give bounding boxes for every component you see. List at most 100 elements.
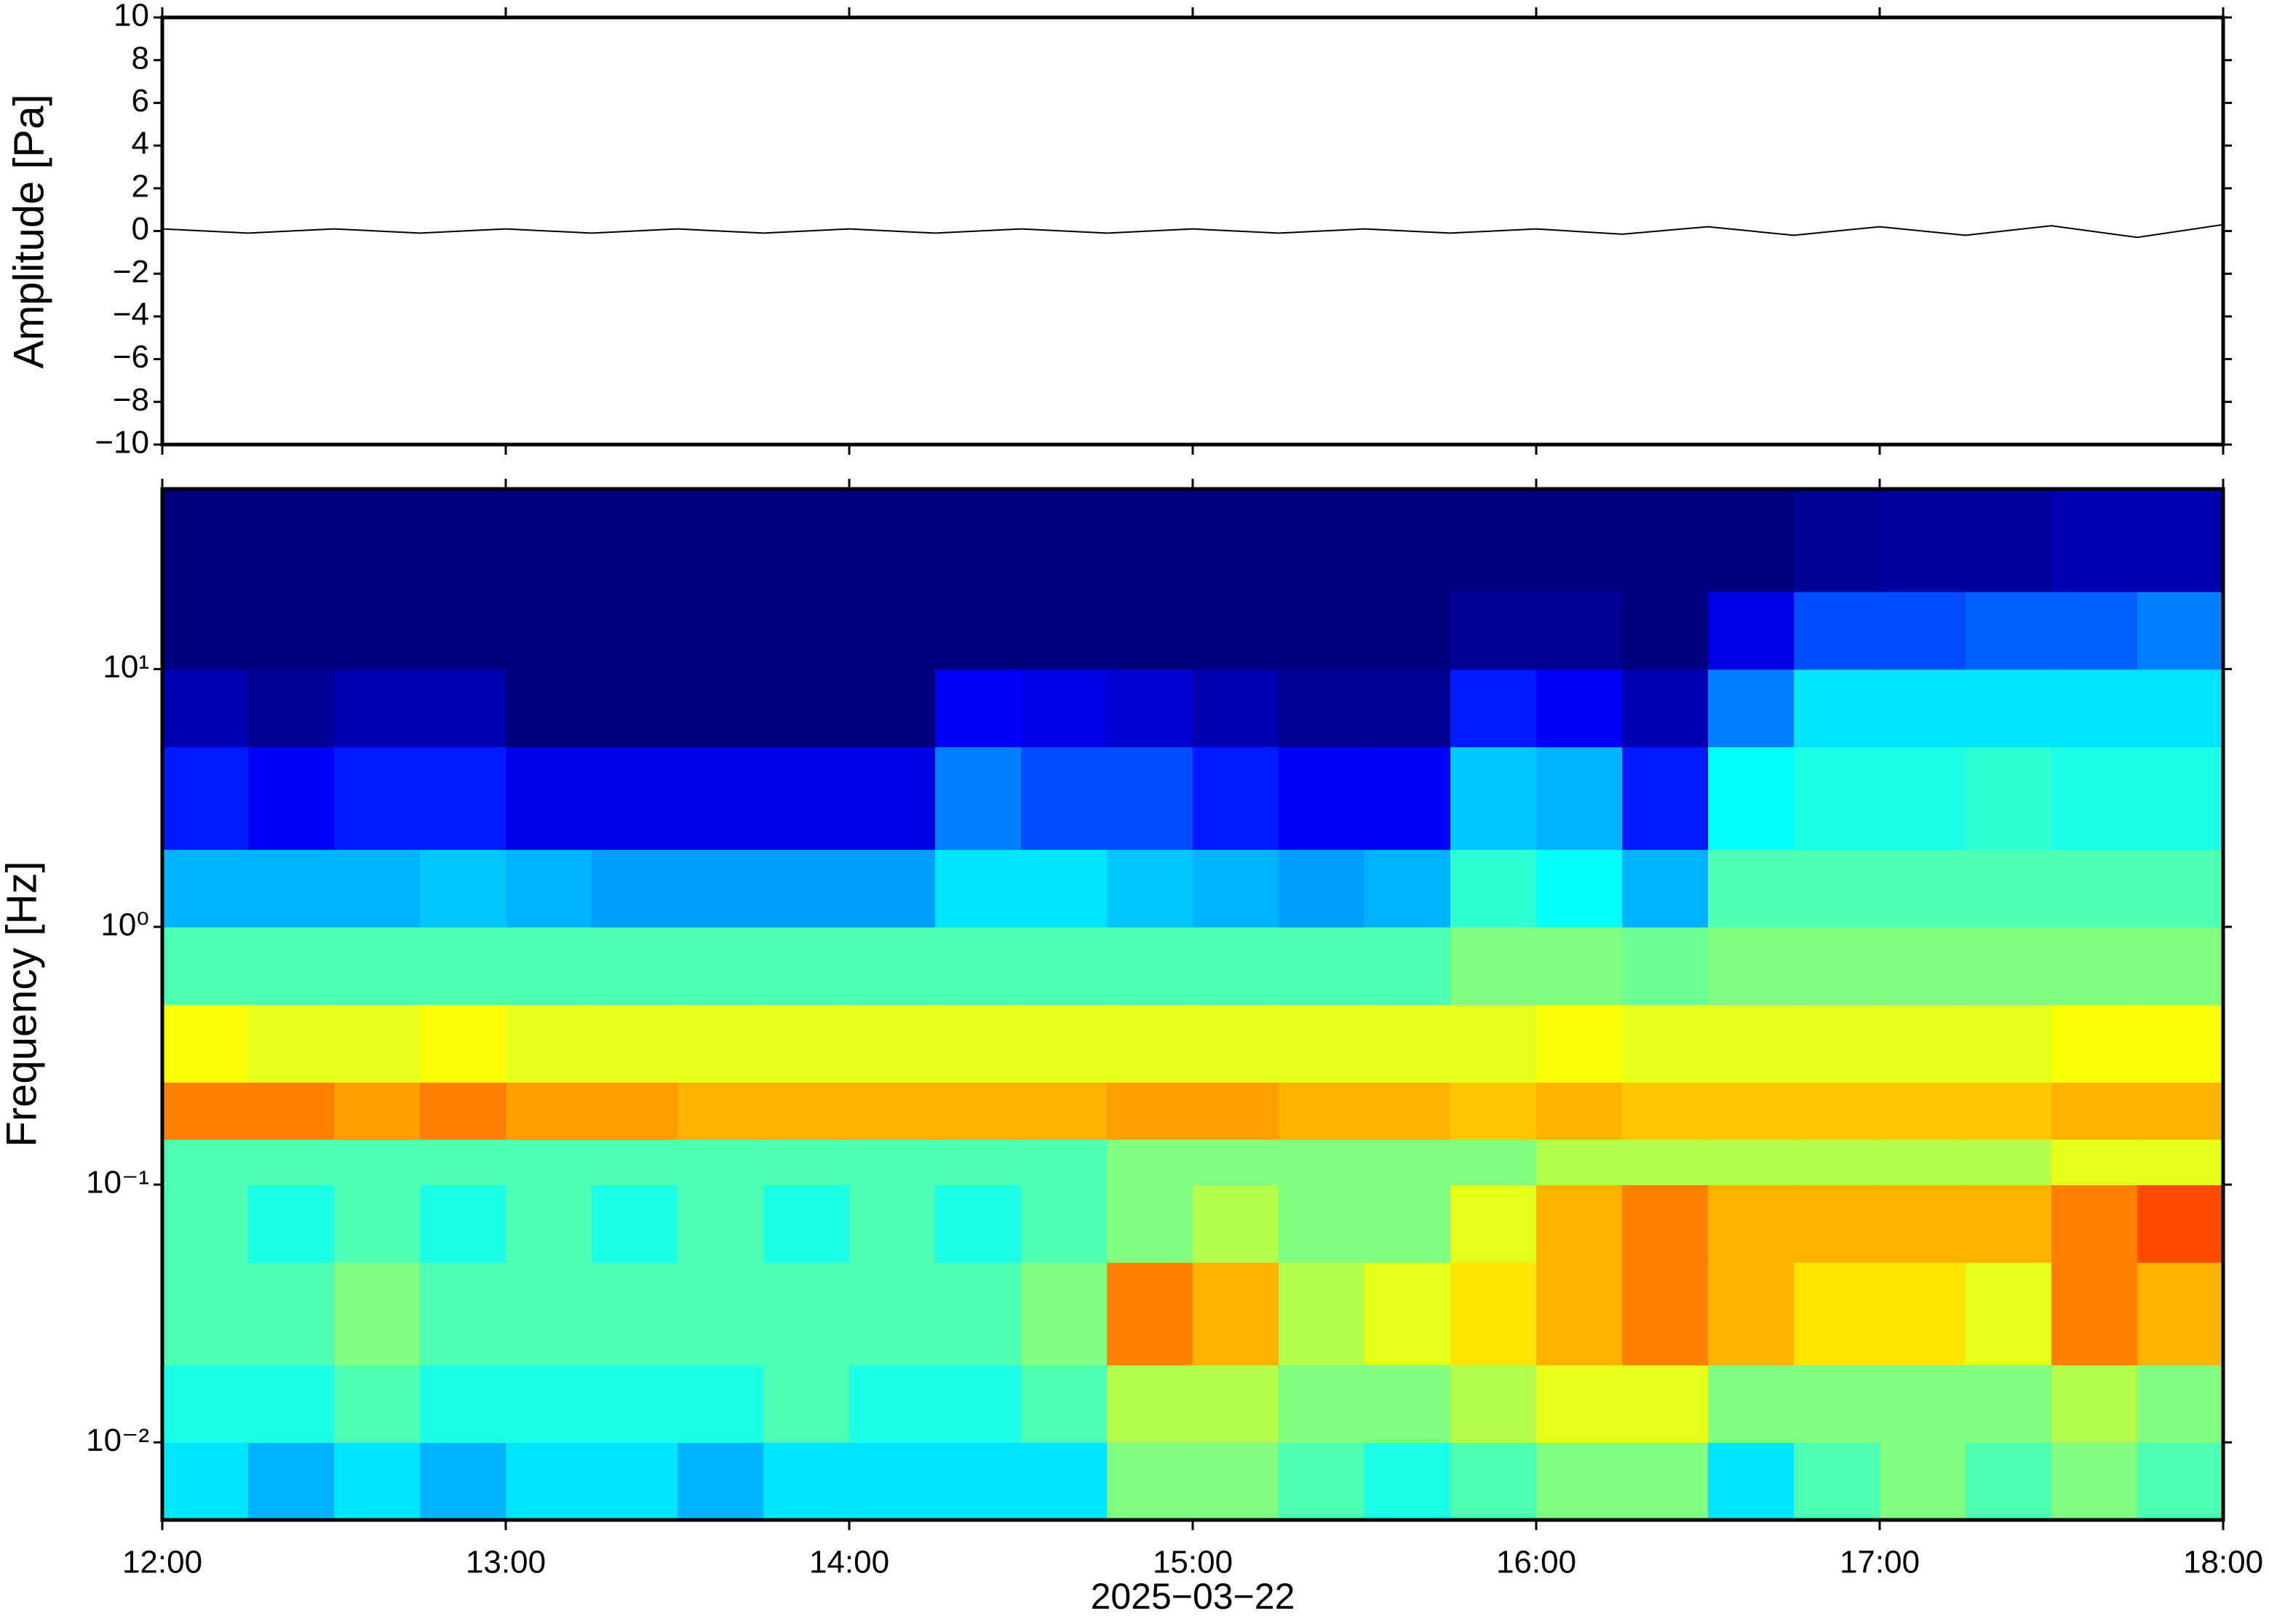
spectrogram-cell xyxy=(2137,1004,2224,1083)
spectrogram-cell xyxy=(1193,1139,1279,1185)
spectrogram-cell xyxy=(1536,1082,1623,1140)
spectrogram-cell xyxy=(1021,1364,1108,1444)
spectrogram-cell xyxy=(162,1139,249,1185)
spectrogram-cell xyxy=(2137,669,2224,748)
spectrogram-cell xyxy=(849,1364,936,1444)
spectrogram-cell xyxy=(1536,1364,1623,1444)
spectrogram-cell xyxy=(1021,747,1108,851)
spectrogram-cell xyxy=(1021,926,1108,1006)
spectrogram-cell xyxy=(592,1442,678,1521)
spectrogram-cell xyxy=(420,489,506,592)
spectrogram-cell xyxy=(248,489,335,592)
spectrogram-cell xyxy=(1794,1004,1880,1083)
spectrogram-cell xyxy=(1450,1364,1537,1444)
spectrogram-cell xyxy=(1364,1262,1451,1366)
spectrogram-cell xyxy=(1450,1442,1537,1521)
spectrogram-cell xyxy=(1794,669,1880,748)
spectrogram-cell xyxy=(1794,926,1880,1006)
spectrogram-cell xyxy=(162,1442,249,1521)
spectrogram-cell xyxy=(1450,926,1537,1006)
x-axis-title: 2025−03−22 xyxy=(1091,1576,1295,1617)
spectrogram-cell xyxy=(1279,1364,1365,1444)
x-tick-label: 13:00 xyxy=(466,1545,546,1580)
spectrogram-cell xyxy=(849,1185,936,1263)
spectrogram-cell xyxy=(1880,489,1966,592)
spectrogram-cell xyxy=(592,926,678,1006)
spectrogram-cell xyxy=(1708,1004,1795,1083)
spectrogram-cell xyxy=(162,926,249,1006)
spectrogram-cell xyxy=(1193,926,1279,1006)
spectrogram-cell xyxy=(935,1364,1022,1444)
spectrogram-cell xyxy=(935,1139,1022,1185)
spectrogram-cell xyxy=(592,591,678,670)
spectrogram-cell xyxy=(677,1139,764,1185)
spectrogram-cell xyxy=(334,1364,421,1444)
spectrogram-cell xyxy=(592,1185,678,1263)
y-tick-label: 10 xyxy=(114,0,149,33)
spectrogram-cell xyxy=(1880,1442,1966,1521)
spectrogram-cell xyxy=(1107,747,1193,851)
spectrogram-cell xyxy=(1021,1004,1108,1083)
spectrogram-cell xyxy=(420,1004,506,1083)
spectrogram-cell xyxy=(1279,849,1365,928)
spectrogram-cell xyxy=(1622,1004,1709,1083)
spectrogram-cell xyxy=(2051,926,2138,1006)
spectrogram-cell xyxy=(1021,489,1108,592)
spectrogram-cell xyxy=(334,1262,421,1366)
spectrogram-cell xyxy=(2051,1262,2138,1366)
spectrogram-cell xyxy=(334,489,421,592)
y-tick-label: 0 xyxy=(132,211,149,247)
spectrogram-cell xyxy=(1794,1442,1880,1521)
spectrogram-cell xyxy=(1279,1139,1365,1185)
spectrogram-cell xyxy=(2137,1262,2224,1366)
spectrogram-cell xyxy=(763,669,850,748)
y-tick-label: −4 xyxy=(113,297,149,333)
spectrogram-cell xyxy=(935,591,1022,670)
y-axis-title: Amplitude [Pa] xyxy=(5,94,52,368)
spectrogram-cell xyxy=(2051,1185,2138,1263)
spectrogram-cell xyxy=(1966,1364,2052,1444)
spectrogram-cell xyxy=(592,849,678,928)
spectrogram-cell xyxy=(592,1004,678,1083)
spectrogram-cell xyxy=(1107,1442,1193,1521)
spectrogram-cell xyxy=(592,1262,678,1366)
spectrogram-cell xyxy=(1708,1364,1795,1444)
spectrogram-cell xyxy=(1966,1185,2052,1263)
y-tick-label: 8 xyxy=(132,40,149,76)
spectrogram-cell xyxy=(1536,1442,1623,1521)
spectrogram-cell xyxy=(506,1004,592,1083)
spectrogram-cell xyxy=(506,489,592,592)
spectrogram-cell xyxy=(592,1139,678,1185)
y-tick-label: 10⁰ xyxy=(100,907,149,942)
spectrogram-cell xyxy=(162,849,249,928)
spectrogram-cell xyxy=(1107,1262,1193,1366)
x-tick-label: 12:00 xyxy=(122,1545,202,1580)
spectrogram-cell xyxy=(248,849,335,928)
spectrogram-cell xyxy=(506,926,592,1006)
spectrogram-cell xyxy=(420,591,506,670)
spectrogram-cell xyxy=(248,926,335,1006)
spectrogram-cell xyxy=(1107,926,1193,1006)
spectrogram-cell xyxy=(2137,849,2224,928)
spectrogram-cell xyxy=(1450,1262,1537,1366)
spectrogram-cell xyxy=(2137,1364,2224,1444)
spectrogram-cell xyxy=(1622,1364,1709,1444)
spectrogram-cell xyxy=(162,747,249,851)
x-tick-label: 18:00 xyxy=(2183,1545,2263,1580)
spectrogram-cell xyxy=(1622,591,1709,670)
spectrogram-cell xyxy=(162,489,249,592)
spectrogram-cell xyxy=(1450,669,1537,748)
y-tick-label: 4 xyxy=(132,126,149,162)
y-axis-title: Frequency [Hz] xyxy=(0,861,45,1147)
spectrogram-cell xyxy=(1966,669,2052,748)
x-tick-label: 14:00 xyxy=(809,1545,889,1580)
spectrogram-cell xyxy=(2137,489,2224,592)
spectrogram-cell xyxy=(420,1364,506,1444)
spectrogram-cell xyxy=(763,489,850,592)
spectrogram-cell xyxy=(1536,747,1623,851)
spectrogram-cell xyxy=(2051,489,2138,592)
spectrogram-cell xyxy=(763,1139,850,1185)
spectrogram-cell xyxy=(2137,1082,2224,1140)
